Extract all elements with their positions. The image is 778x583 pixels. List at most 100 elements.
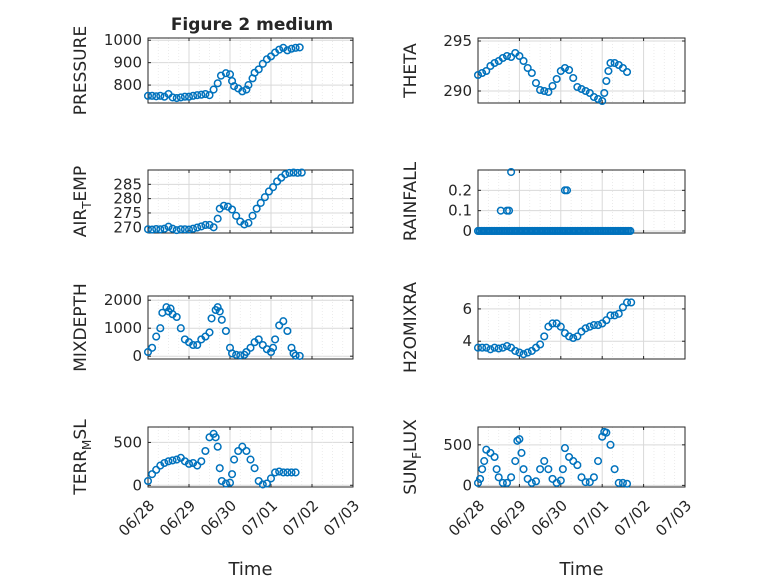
data-point xyxy=(626,226,635,236)
data-point xyxy=(602,428,611,437)
data-point xyxy=(527,478,536,487)
data-point xyxy=(164,457,173,466)
data-point xyxy=(486,345,495,354)
data-point xyxy=(492,465,501,474)
data-point xyxy=(536,465,545,474)
data-point xyxy=(236,351,245,360)
data-point xyxy=(221,69,230,78)
data-point xyxy=(622,479,632,488)
y-tick-label: 500 xyxy=(443,436,472,454)
y-tick-label: 6 xyxy=(462,300,472,318)
data-point xyxy=(262,479,271,488)
data-point xyxy=(513,436,522,445)
data-point xyxy=(148,470,157,479)
data-point xyxy=(540,457,549,466)
y-tick-label: 800 xyxy=(113,76,142,94)
data-point xyxy=(193,340,202,350)
y-tick-label: 295 xyxy=(443,32,472,50)
x-tick-label: 06/29 xyxy=(156,497,199,540)
data-point xyxy=(189,91,198,100)
data-point xyxy=(258,59,267,68)
data-point xyxy=(610,58,619,68)
data-point xyxy=(473,343,483,352)
data-point xyxy=(519,56,528,66)
data-point xyxy=(275,467,284,476)
data-point xyxy=(589,92,598,102)
data-point xyxy=(160,224,169,233)
data-point xyxy=(606,311,615,320)
data-point xyxy=(230,455,239,464)
data-point xyxy=(238,87,247,96)
data-point xyxy=(502,342,512,351)
data-point xyxy=(242,85,251,94)
data-point xyxy=(618,303,627,312)
data-point xyxy=(573,82,582,92)
data-point xyxy=(517,448,526,457)
x-axis-label: Time xyxy=(558,559,603,580)
data-point xyxy=(164,222,173,231)
data-point xyxy=(602,76,611,86)
data-point xyxy=(168,93,177,102)
data-point xyxy=(176,324,185,333)
data-point xyxy=(256,198,265,207)
data-point xyxy=(283,468,292,477)
data-point xyxy=(291,43,300,52)
data-point xyxy=(585,322,594,331)
x-tick-label: 06/28 xyxy=(115,497,158,540)
data-point xyxy=(598,432,607,441)
y-tick-label: 0 xyxy=(462,476,472,494)
data-point xyxy=(565,65,574,75)
data-point xyxy=(193,461,202,470)
y-tick-label: 2000 xyxy=(104,291,142,309)
data-point xyxy=(244,218,253,228)
data-point xyxy=(569,457,578,466)
data-point xyxy=(213,79,222,88)
data-point xyxy=(544,465,553,474)
y-axis-label: H2OMIXRA xyxy=(401,282,421,373)
x-tick-label: 06/30 xyxy=(197,497,240,540)
data-point xyxy=(184,92,194,101)
data-point xyxy=(176,225,185,234)
data-point xyxy=(604,66,613,76)
subplot-mixdepth: 0 1000 2000 MIXDEPTH xyxy=(71,283,354,372)
subplot-pressure: 800 900 1000 PRESSURE xyxy=(71,26,354,115)
subplot-rainfall: 0 0.1 0.2 RAINFALL xyxy=(401,161,686,241)
data-point xyxy=(594,94,603,104)
data-point xyxy=(527,68,536,78)
y-tick-label: 0.2 xyxy=(448,181,472,199)
data-point xyxy=(260,193,269,202)
data-point xyxy=(172,94,181,103)
data-point xyxy=(505,206,514,215)
data-point xyxy=(248,211,257,220)
data-point xyxy=(507,52,516,62)
data-point xyxy=(213,442,222,451)
data-point xyxy=(581,86,590,96)
data-point xyxy=(148,91,157,100)
data-point xyxy=(502,478,512,487)
data-point xyxy=(266,474,276,483)
data-point xyxy=(614,309,623,318)
y-tick-label: 0 xyxy=(462,222,472,240)
data-point xyxy=(498,53,507,63)
x-axis-label: Time xyxy=(227,559,272,580)
data-point xyxy=(291,351,300,360)
data-point xyxy=(478,68,487,78)
data-point xyxy=(473,478,483,487)
data-point xyxy=(213,214,222,223)
data-point xyxy=(176,93,185,102)
data-point xyxy=(217,315,226,324)
data-point xyxy=(602,316,611,325)
data-point xyxy=(232,350,241,359)
data-point xyxy=(275,321,284,330)
subplot-h2omixra: 4 6 H2OMIXRA xyxy=(401,282,686,373)
data-point xyxy=(536,85,545,95)
y-axis-label: AIRTEMP xyxy=(71,166,94,237)
data-point xyxy=(152,224,161,234)
x-tick-label: 07/01 xyxy=(569,497,612,540)
data-point xyxy=(482,343,491,352)
data-point xyxy=(577,84,586,94)
data-point xyxy=(490,58,499,68)
data-point xyxy=(269,343,278,352)
data-point xyxy=(478,465,487,474)
data-point xyxy=(589,321,598,330)
